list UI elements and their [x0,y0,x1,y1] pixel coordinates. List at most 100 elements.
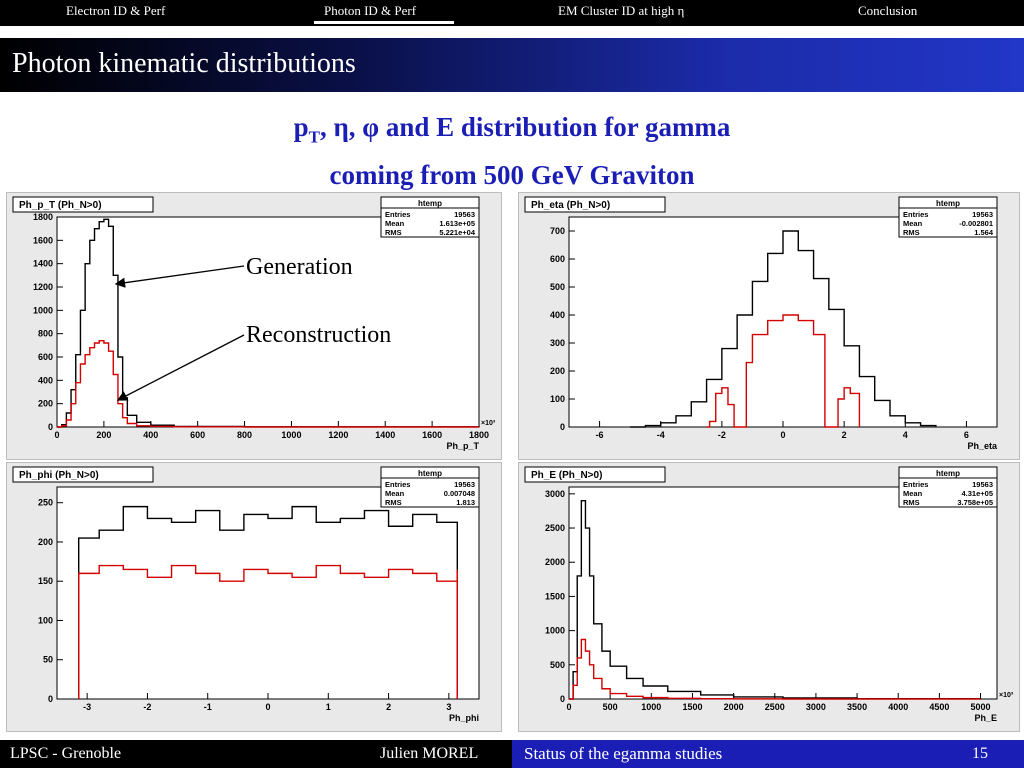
stats-box [898,466,998,508]
x-tick-label: 800 [237,430,252,440]
stats-key: Entries [903,210,928,219]
slide-title: Photon kinematic distributions [12,48,356,79]
footer-talk-title: Status of the egamma studies [524,744,723,763]
y-tick-label: 250 [38,498,53,508]
y-tick-label: 400 [550,310,565,320]
y-tick-label: 1600 [33,235,53,245]
stats-key: Mean [903,489,923,498]
plot-title: Ph_E (Ph_N>0) [531,470,602,481]
y-tick-label: 3000 [545,489,565,499]
stats-key: RMS [385,228,402,237]
x-tick-label: 1500 [682,702,702,712]
y-tick-label: 2500 [545,523,565,533]
stats-value: 5.221e+04 [439,228,475,237]
y-tick-label: 800 [38,329,53,339]
y-tick-label: 0 [48,694,53,704]
stats-value: 19563 [454,480,475,489]
x-axis-exponent: ×10³ [481,420,496,427]
plot-title-box [12,466,154,483]
x-tick-label: 0 [54,430,59,440]
x-tick-label: 0 [566,702,571,712]
heading-p: p [293,112,309,142]
y-tick-label: 300 [550,338,565,348]
nav-item-photon-id[interactable]: Photon ID & Perf [324,3,417,18]
plot-title: Ph_phi (Ph_N>0) [19,470,99,481]
y-tick-label: 500 [550,282,565,292]
nav-item-em-cluster-id[interactable]: EM Cluster ID at high η [558,3,685,18]
x-tick-label: 1 [326,702,331,712]
x-tick-label: 400 [143,430,158,440]
stats-value: 1.813 [456,498,475,507]
y-tick-label: 200 [550,366,565,376]
y-tick-label: 500 [550,660,565,670]
y-tick-label: 50 [43,655,53,665]
x-tick-label: 1000 [281,430,301,440]
plot-frame [56,486,480,700]
footer-author: Julien MOREL [380,745,479,762]
y-tick-label: 400 [38,375,53,385]
plot-title-box [12,196,154,213]
stats-box [380,196,480,238]
top-navigation: Electron ID & Perf Photon ID & Perf EM C… [0,0,1024,26]
x-axis-exponent: ×10³ [999,692,1014,699]
plot-panel-phi: Ph_phi (Ph_N>0) 0 50 100 150 200 250 -3 -2 -1 0 1 2 3… [6,462,502,732]
y-tick-label: 0 [560,694,565,704]
series-line-generation [78,505,458,699]
y-tick-label: 700 [550,226,565,236]
generation-label: Generation [246,254,353,280]
y-tick-label: 1800 [33,212,53,222]
x-tick-label: 5000 [971,702,991,712]
x-tick-label: 3 [446,702,451,712]
footer-talk-bar: Status of the egamma studies 15 [512,740,1024,768]
stats-value: 3.758e+05 [957,498,993,507]
stats-box [898,196,998,238]
series-line-reconstruction [57,339,479,428]
x-tick-label: 2500 [765,702,785,712]
footer-page-number: 15 [972,745,988,762]
y-tick-label: 100 [550,394,565,404]
slide-heading: pT, η, φ and E distribution for gamma co… [0,108,1024,194]
stats-value: 0.007048 [444,489,475,498]
y-tick-label: 200 [38,399,53,409]
stats-value: 4.31e+05 [962,489,994,498]
y-tick-label: 200 [38,537,53,547]
plot-title-box [524,466,666,483]
x-tick-label: 3500 [847,702,867,712]
series-line-reconstruction [569,638,981,700]
x-tick-label: 500 [603,702,618,712]
x-tick-label: 2 [386,702,391,712]
y-tick-label: 1400 [33,259,53,269]
stats-name: htemp [936,199,960,208]
stats-key: RMS [903,498,920,507]
stats-value: -0.002801 [959,219,993,228]
heading-subscript: T [308,127,320,147]
plot-svg: Ph_eta (Ph_N>0) 0 100 200 300 400 500 600 700 -6 -… [524,196,998,451]
reconstruction-label: Reconstruction [246,322,392,348]
heading-rest: , η, φ and E distribution for gamma [319,112,731,142]
y-tick-label: 2000 [545,557,565,567]
stats-key: Entries [385,480,410,489]
stats-key: Mean [385,489,405,498]
x-axis-label: Ph_eta [967,441,998,451]
stats-name: htemp [418,199,442,208]
series-line-generation [569,499,982,700]
nav-item-conclusion[interactable]: Conclusion [858,3,918,18]
y-tick-label: 150 [38,576,53,586]
x-tick-label: 3000 [806,702,826,712]
series-line-reconstruction [78,564,458,699]
x-tick-label: 6 [964,430,969,440]
x-tick-label: 200 [96,430,111,440]
heading-line-2: coming from 500 GeV Graviton [329,160,695,191]
footer-lab: LPSC - Grenoble [10,745,122,762]
plot-title: Ph_eta (Ph_N>0) [531,200,610,211]
nav-item-electron-id[interactable]: Electron ID & Perf [66,3,166,18]
x-tick-label: -2 [143,702,151,712]
x-tick-label: -4 [657,430,665,440]
x-tick-label: 1600 [422,430,442,440]
x-tick-label: 4 [903,430,908,440]
stats-key: Entries [385,210,410,219]
x-tick-label: 4000 [888,702,908,712]
x-tick-label: 1000 [641,702,661,712]
x-axis-label: Ph_phi [449,713,479,723]
plot-panel-eta: Ph_eta (Ph_N>0) 0 100 200 300 400 500 600 700 -6 -… [518,192,1020,460]
